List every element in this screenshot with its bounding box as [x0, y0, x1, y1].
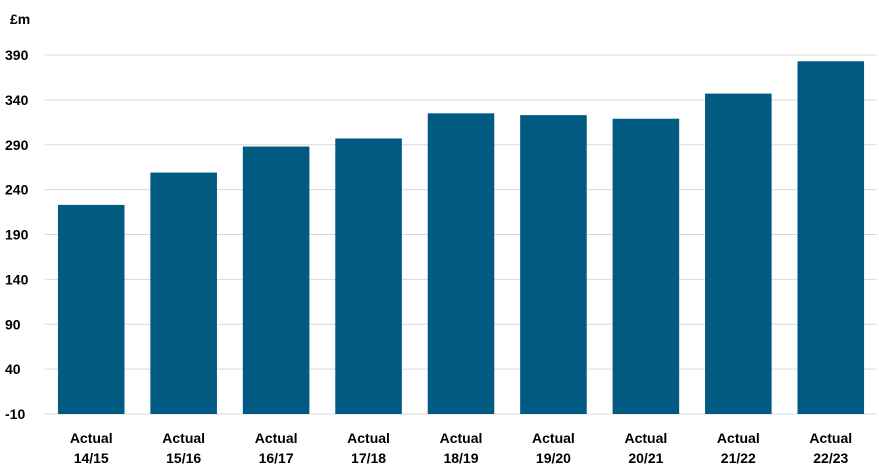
- x-axis-labels: Actual 14/15 Actual 15/16 Actual 16/17 Actual 1…: [70, 430, 852, 466]
- x-tick-label-line-2: 19/20: [536, 450, 571, 466]
- x-tick-label-line-2: 20/21: [628, 450, 663, 466]
- x-tick-label: Actual 18/19: [440, 430, 483, 466]
- x-tick-label: Actual 22/23: [809, 430, 852, 466]
- y-tick-label: 40: [5, 361, 21, 377]
- y-tick-label: 190: [5, 227, 29, 243]
- y-axis-unit-label: £m: [10, 11, 30, 27]
- bar: [57, 204, 125, 414]
- x-tick-label-line-1: Actual: [70, 430, 113, 446]
- x-tick-label: Actual 15/16: [162, 430, 205, 466]
- bar: [520, 115, 587, 414]
- y-tick-label: -10: [5, 406, 25, 422]
- bar: [427, 113, 495, 415]
- x-tick-label: Actual 17/18: [347, 430, 390, 466]
- x-tick-label-line-1: Actual: [440, 430, 483, 446]
- x-tick-label-line-1: Actual: [624, 430, 667, 446]
- bar: [150, 172, 217, 414]
- bar: [335, 138, 402, 414]
- x-tick-label-line-2: 17/18: [351, 450, 386, 466]
- x-tick-label: Actual 16/17: [255, 430, 298, 466]
- x-tick-label-line-2: 14/15: [74, 450, 109, 466]
- x-tick-label: Actual 19/20: [532, 430, 575, 466]
- y-tick-label: 240: [5, 182, 29, 198]
- x-tick-label: Actual 20/21: [624, 430, 667, 466]
- x-tick-label-line-2: 21/22: [721, 450, 756, 466]
- bar: [797, 61, 865, 414]
- x-tick-label-line-1: Actual: [532, 430, 575, 446]
- y-tick-label: 140: [5, 271, 29, 287]
- x-tick-label-line-1: Actual: [162, 430, 205, 446]
- y-tick-label: 390: [5, 47, 29, 63]
- x-tick-label-line-1: Actual: [717, 430, 760, 446]
- x-tick-label-line-1: Actual: [347, 430, 390, 446]
- bar: [612, 118, 680, 414]
- y-tick-label: 340: [5, 92, 29, 108]
- x-tick-label-line-2: 18/19: [443, 450, 478, 466]
- x-tick-label-line-1: Actual: [255, 430, 298, 446]
- bar: [705, 93, 772, 414]
- x-tick-label-line-1: Actual: [809, 430, 852, 446]
- y-tick-label: 290: [5, 137, 29, 153]
- y-axis-ticks: -10 40 90 140 190 240 290 340 390: [5, 47, 29, 422]
- bar: [242, 146, 310, 415]
- x-tick-label-line-2: 16/17: [259, 450, 294, 466]
- x-tick-label-line-2: 15/16: [166, 450, 201, 466]
- x-tick-label-line-2: 22/23: [813, 450, 848, 466]
- x-tick-label: Actual 14/15: [70, 430, 113, 466]
- y-tick-label: 90: [5, 316, 21, 332]
- bars: [57, 61, 865, 415]
- x-tick-label: Actual 21/22: [717, 430, 760, 466]
